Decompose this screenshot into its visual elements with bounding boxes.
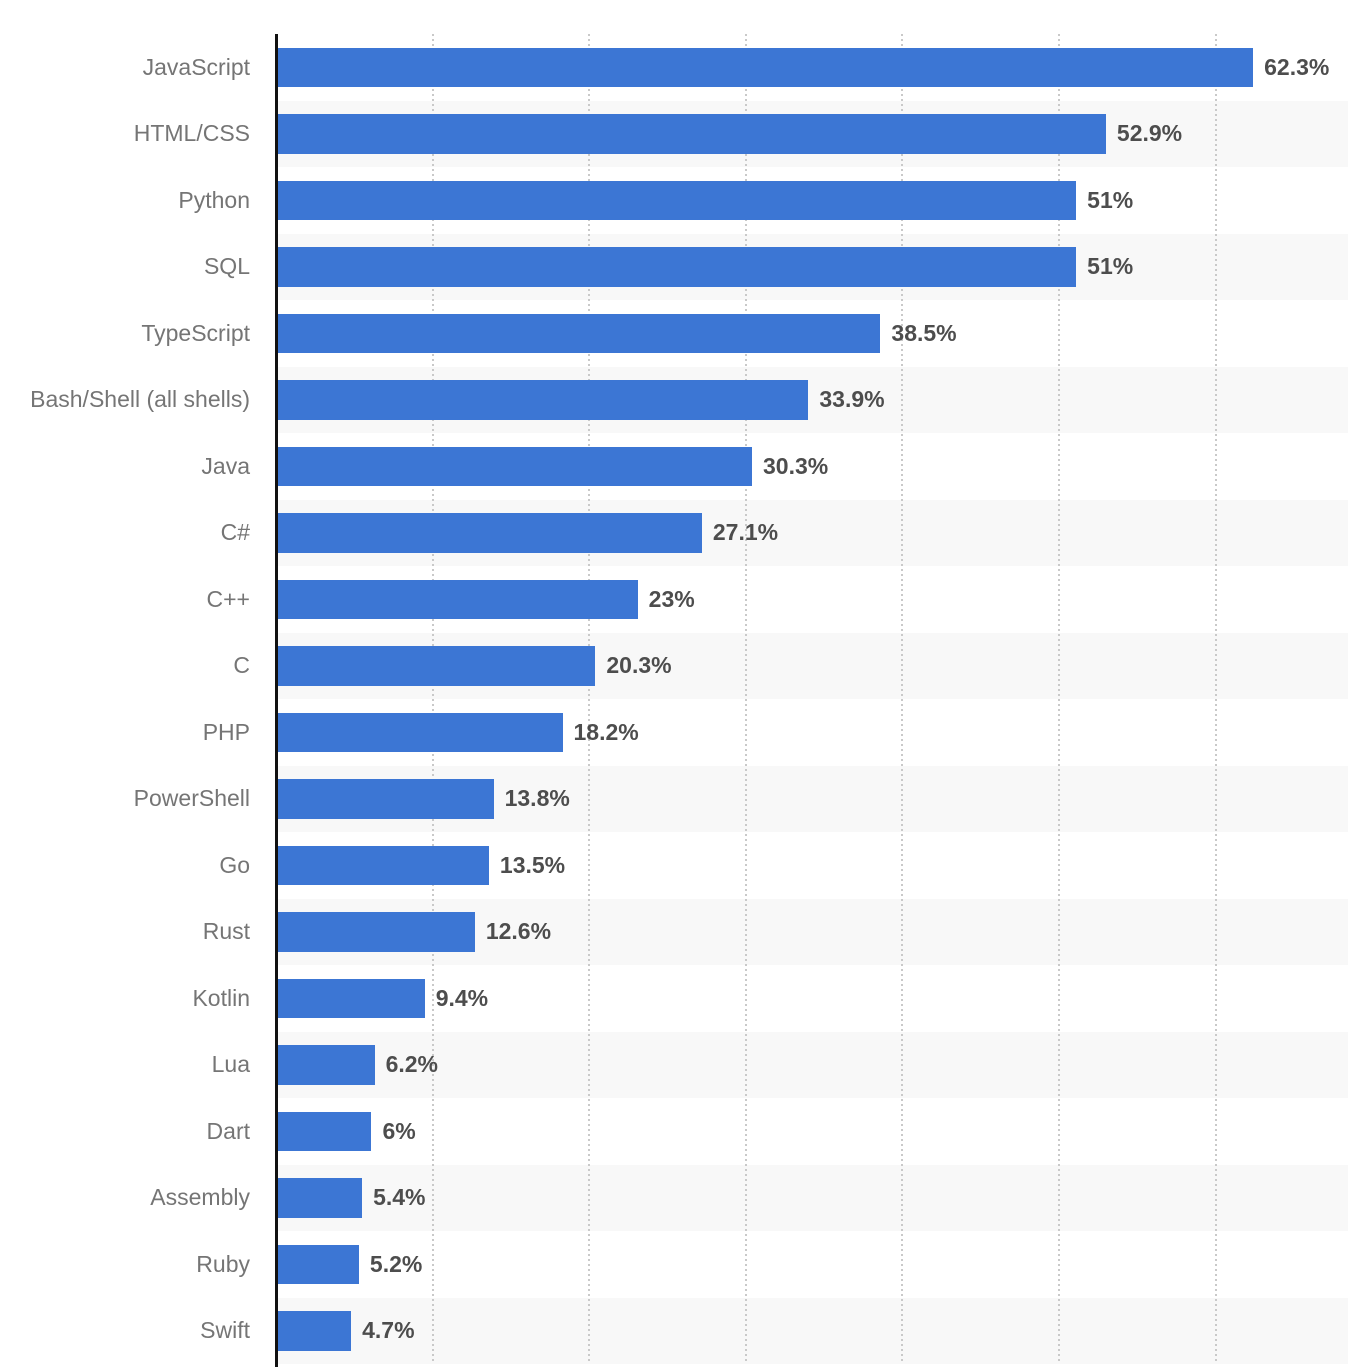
category-label: Ruby xyxy=(196,1250,250,1277)
category-label: HTML/CSS xyxy=(133,120,250,147)
category-label: C# xyxy=(220,519,250,546)
category-label: Lua xyxy=(211,1051,250,1078)
bar[interactable] xyxy=(277,513,702,553)
gridline xyxy=(744,34,747,1364)
bar[interactable] xyxy=(277,1244,359,1284)
gridline xyxy=(431,34,434,1364)
value-label: 4.7% xyxy=(362,1317,415,1344)
value-label: 20.3% xyxy=(606,652,672,679)
value-label: 6% xyxy=(382,1117,416,1144)
bar[interactable] xyxy=(277,712,563,752)
y-axis-line xyxy=(274,34,278,1367)
value-label: 51% xyxy=(1087,186,1134,213)
category-label: PHP xyxy=(202,718,250,745)
bar[interactable] xyxy=(277,646,596,686)
category-label: Java xyxy=(201,452,250,479)
value-label: 12.6% xyxy=(485,918,552,945)
category-label: SQL xyxy=(203,253,250,280)
value-label: 6.2% xyxy=(385,1051,439,1078)
bar[interactable] xyxy=(277,579,638,619)
category-label: Swift xyxy=(200,1317,250,1344)
category-label: Assembly xyxy=(150,1184,250,1211)
value-label: 33.9% xyxy=(819,386,885,413)
category-label: Rust xyxy=(202,918,250,945)
value-label: 18.2% xyxy=(573,718,639,745)
bar[interactable] xyxy=(277,247,1077,287)
category-label: TypeScript xyxy=(141,319,250,346)
category-label: C xyxy=(233,652,250,679)
value-label: 30.3% xyxy=(762,452,829,479)
bar[interactable] xyxy=(277,1111,372,1151)
category-label: Dart xyxy=(206,1117,250,1144)
category-label: Python xyxy=(178,186,250,213)
category-label: Bash/Shell (all shells) xyxy=(30,386,250,413)
value-label: 62.3% xyxy=(1264,53,1330,80)
value-label: 23% xyxy=(648,585,695,612)
bar[interactable] xyxy=(277,1045,375,1085)
bar[interactable] xyxy=(277,912,475,952)
value-label: 51% xyxy=(1087,253,1134,280)
bar[interactable] xyxy=(277,114,1106,154)
value-label: 9.4% xyxy=(435,984,489,1011)
bar[interactable] xyxy=(277,180,1077,220)
value-label: 5.2% xyxy=(369,1250,423,1277)
bar[interactable] xyxy=(277,380,809,420)
value-label: 13.8% xyxy=(504,785,570,812)
gridline xyxy=(901,34,904,1364)
value-label: 27.1% xyxy=(712,519,779,546)
bar[interactable] xyxy=(277,1311,352,1351)
bar[interactable] xyxy=(277,779,494,819)
category-label: PowerShell xyxy=(133,785,250,812)
row-stripe xyxy=(277,1297,1348,1364)
gridline xyxy=(1058,34,1060,1364)
category-label: Kotlin xyxy=(192,984,250,1011)
value-label: 13.5% xyxy=(499,851,566,878)
category-label: Go xyxy=(219,851,250,878)
category-label: C++ xyxy=(206,585,250,612)
bar[interactable] xyxy=(277,313,881,353)
row-stripe xyxy=(277,1164,1348,1231)
row-stripe xyxy=(277,1031,1348,1098)
bar[interactable] xyxy=(277,446,752,486)
value-label: 5.4% xyxy=(373,1184,426,1211)
value-label: 38.5% xyxy=(891,319,957,346)
bar[interactable] xyxy=(277,978,425,1018)
gridline xyxy=(588,34,591,1364)
category-label: JavaScript xyxy=(142,53,250,80)
bar[interactable] xyxy=(277,845,489,885)
bar[interactable] xyxy=(277,47,1254,87)
value-label: 52.9% xyxy=(1116,120,1183,147)
bar[interactable] xyxy=(277,1178,363,1218)
gridline xyxy=(1214,34,1217,1364)
